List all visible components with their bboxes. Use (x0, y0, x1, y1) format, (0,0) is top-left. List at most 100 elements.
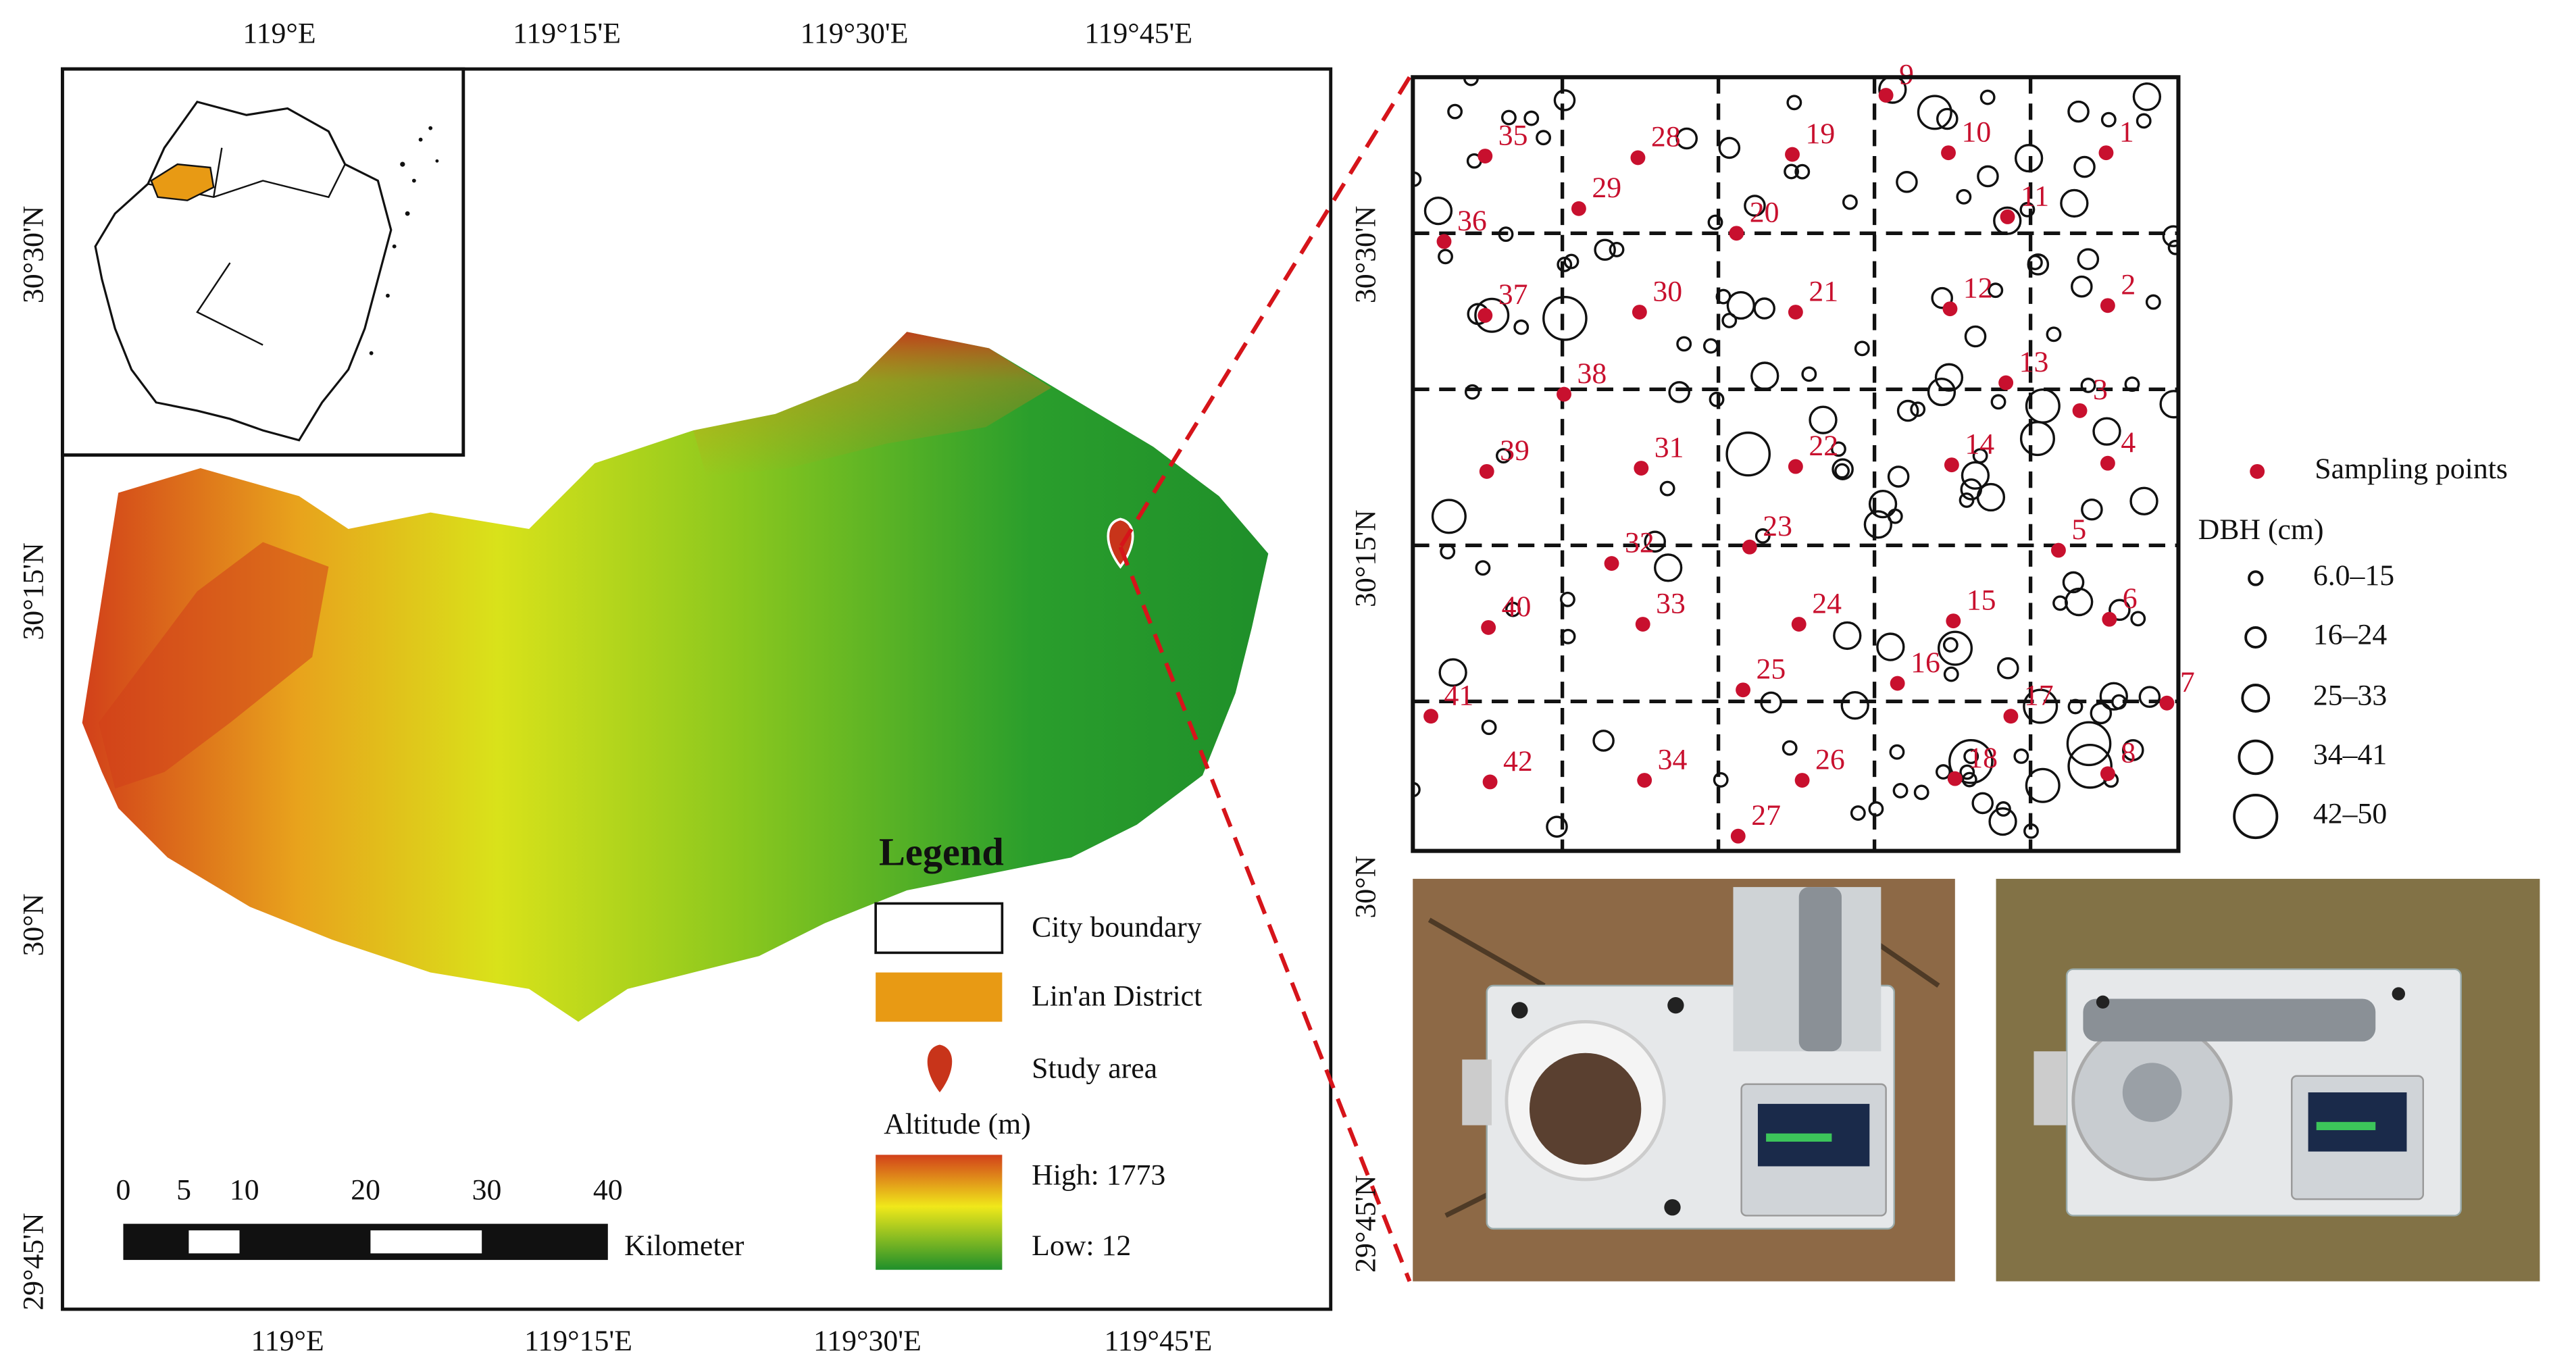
sampling-point (2003, 709, 2019, 724)
tree (1675, 127, 1698, 150)
sampling-point-label: 31 (1655, 431, 1684, 463)
tree (2092, 417, 2121, 446)
tree (1887, 508, 1903, 524)
sampling-point (2100, 766, 2115, 782)
terrain-west (98, 542, 329, 789)
legend-sampling: Sampling points (2315, 453, 2508, 485)
tree (1959, 764, 1975, 780)
tree (1431, 499, 1467, 534)
tree (2067, 743, 2113, 789)
latitude-label: 30°30'N (1350, 206, 1382, 303)
longitude-label: 119°30'E (801, 18, 909, 50)
sampling-point-label: 16 (1911, 646, 1940, 679)
sampling-point-label: 25 (1757, 653, 1786, 686)
scale-tick-label: 30 (472, 1173, 502, 1206)
sampling-point-label: 42 (1503, 745, 1533, 778)
tree (1592, 730, 1615, 752)
linan-district (150, 163, 215, 201)
sampling-point (1794, 773, 1810, 788)
sampling-point (1788, 305, 1803, 320)
sampling-point (1630, 150, 1646, 166)
tree (1927, 377, 1956, 407)
dbh-label: 16–24 (2313, 619, 2387, 651)
sampling-points: 1234567891011121314151617181920212223242… (1423, 58, 2195, 844)
sampling-point-label: 37 (1498, 278, 1528, 311)
tree (1942, 637, 1959, 653)
latitude-label: 30°30'N (18, 206, 50, 303)
legend-item: Study area (1032, 1052, 1157, 1084)
tree (2167, 239, 2179, 255)
sampling-point (2072, 403, 2088, 418)
tree (1976, 482, 2006, 512)
scale-bar-segment (370, 1230, 482, 1254)
sampling-point-label: 2 (2121, 269, 2136, 301)
sampling-point-label: 21 (1809, 275, 1838, 307)
dbh-symbol (2241, 684, 2271, 713)
sampling-point (1788, 459, 1803, 474)
altitude-title: Altitude (m) (884, 1108, 1030, 1140)
tree (2132, 82, 2162, 111)
sampling-point (1481, 619, 1496, 635)
tree (2019, 201, 2036, 218)
sampling-point-label: 6 (2123, 582, 2138, 615)
sampling-point-label: 30 (1652, 275, 1682, 307)
tree (2077, 248, 2100, 270)
tree (1917, 95, 1952, 130)
tree (1447, 103, 1463, 120)
tree (1936, 107, 1959, 130)
tree (1784, 163, 1800, 180)
sampling-point-label: 11 (2021, 180, 2049, 212)
tree (1505, 601, 1521, 617)
tree (2052, 595, 2068, 611)
sampling-point-label: 38 (1577, 357, 1607, 390)
tree (1725, 431, 1771, 477)
sampling-point-label: 17 (2024, 680, 2054, 712)
dbh-symbol (2248, 570, 2264, 586)
sampling-point-label: 12 (1963, 272, 1993, 304)
tree (2027, 255, 2043, 270)
sampling-point-label: 1 (2119, 116, 2134, 148)
tree (1754, 528, 1771, 544)
sampling-point-label: 5 (2071, 513, 2086, 546)
tree (2066, 721, 2112, 767)
tree (2138, 686, 2161, 708)
tree (1887, 465, 1910, 488)
islands (369, 126, 439, 355)
scale-tick-label: 0 (116, 1173, 131, 1206)
tree (1513, 319, 1530, 335)
tree (1868, 489, 1898, 519)
tree (1988, 807, 2017, 836)
sampling-point-label: 20 (1750, 197, 1779, 229)
scale-unit: Kilometer (624, 1229, 744, 1262)
tree (1713, 772, 1729, 788)
tree (2080, 378, 2096, 393)
sampling-point (1637, 773, 1652, 788)
sampling-point-label: 36 (1457, 205, 1487, 237)
sampling-point-label: 35 (1498, 119, 1528, 151)
sampling-point (1634, 461, 1649, 476)
longitude-label: 119°15'E (513, 18, 621, 50)
terrain-ridge (693, 332, 1052, 477)
photo-2 (1996, 878, 2540, 1282)
sampling-point-label: 8 (2121, 737, 2136, 769)
dbh-label: 34–41 (2313, 738, 2387, 771)
legend-marker (927, 1044, 953, 1093)
tree (1676, 336, 1692, 352)
tree (2013, 748, 2029, 764)
sampling-point (2100, 298, 2115, 313)
tree (1753, 297, 1775, 320)
tree (1964, 325, 1987, 348)
sampling-point (1478, 149, 1493, 163)
scale-bar-segment (188, 1230, 240, 1254)
sampling-point-label: 33 (1656, 587, 1686, 619)
sampling-point (1557, 386, 1571, 402)
axis-labels: 119°E 119°15'E 119°30'E 119°45'E 119°E 119°15… (18, 18, 1382, 1358)
sampling-point-label: 10 (1961, 116, 1991, 148)
sampling-point-label: 41 (1444, 680, 1474, 712)
tree (1937, 630, 1973, 666)
sampling-point-label: 14 (1965, 428, 1994, 460)
tree (1557, 257, 1573, 272)
tree (1721, 313, 1738, 328)
tree (1876, 632, 1905, 661)
